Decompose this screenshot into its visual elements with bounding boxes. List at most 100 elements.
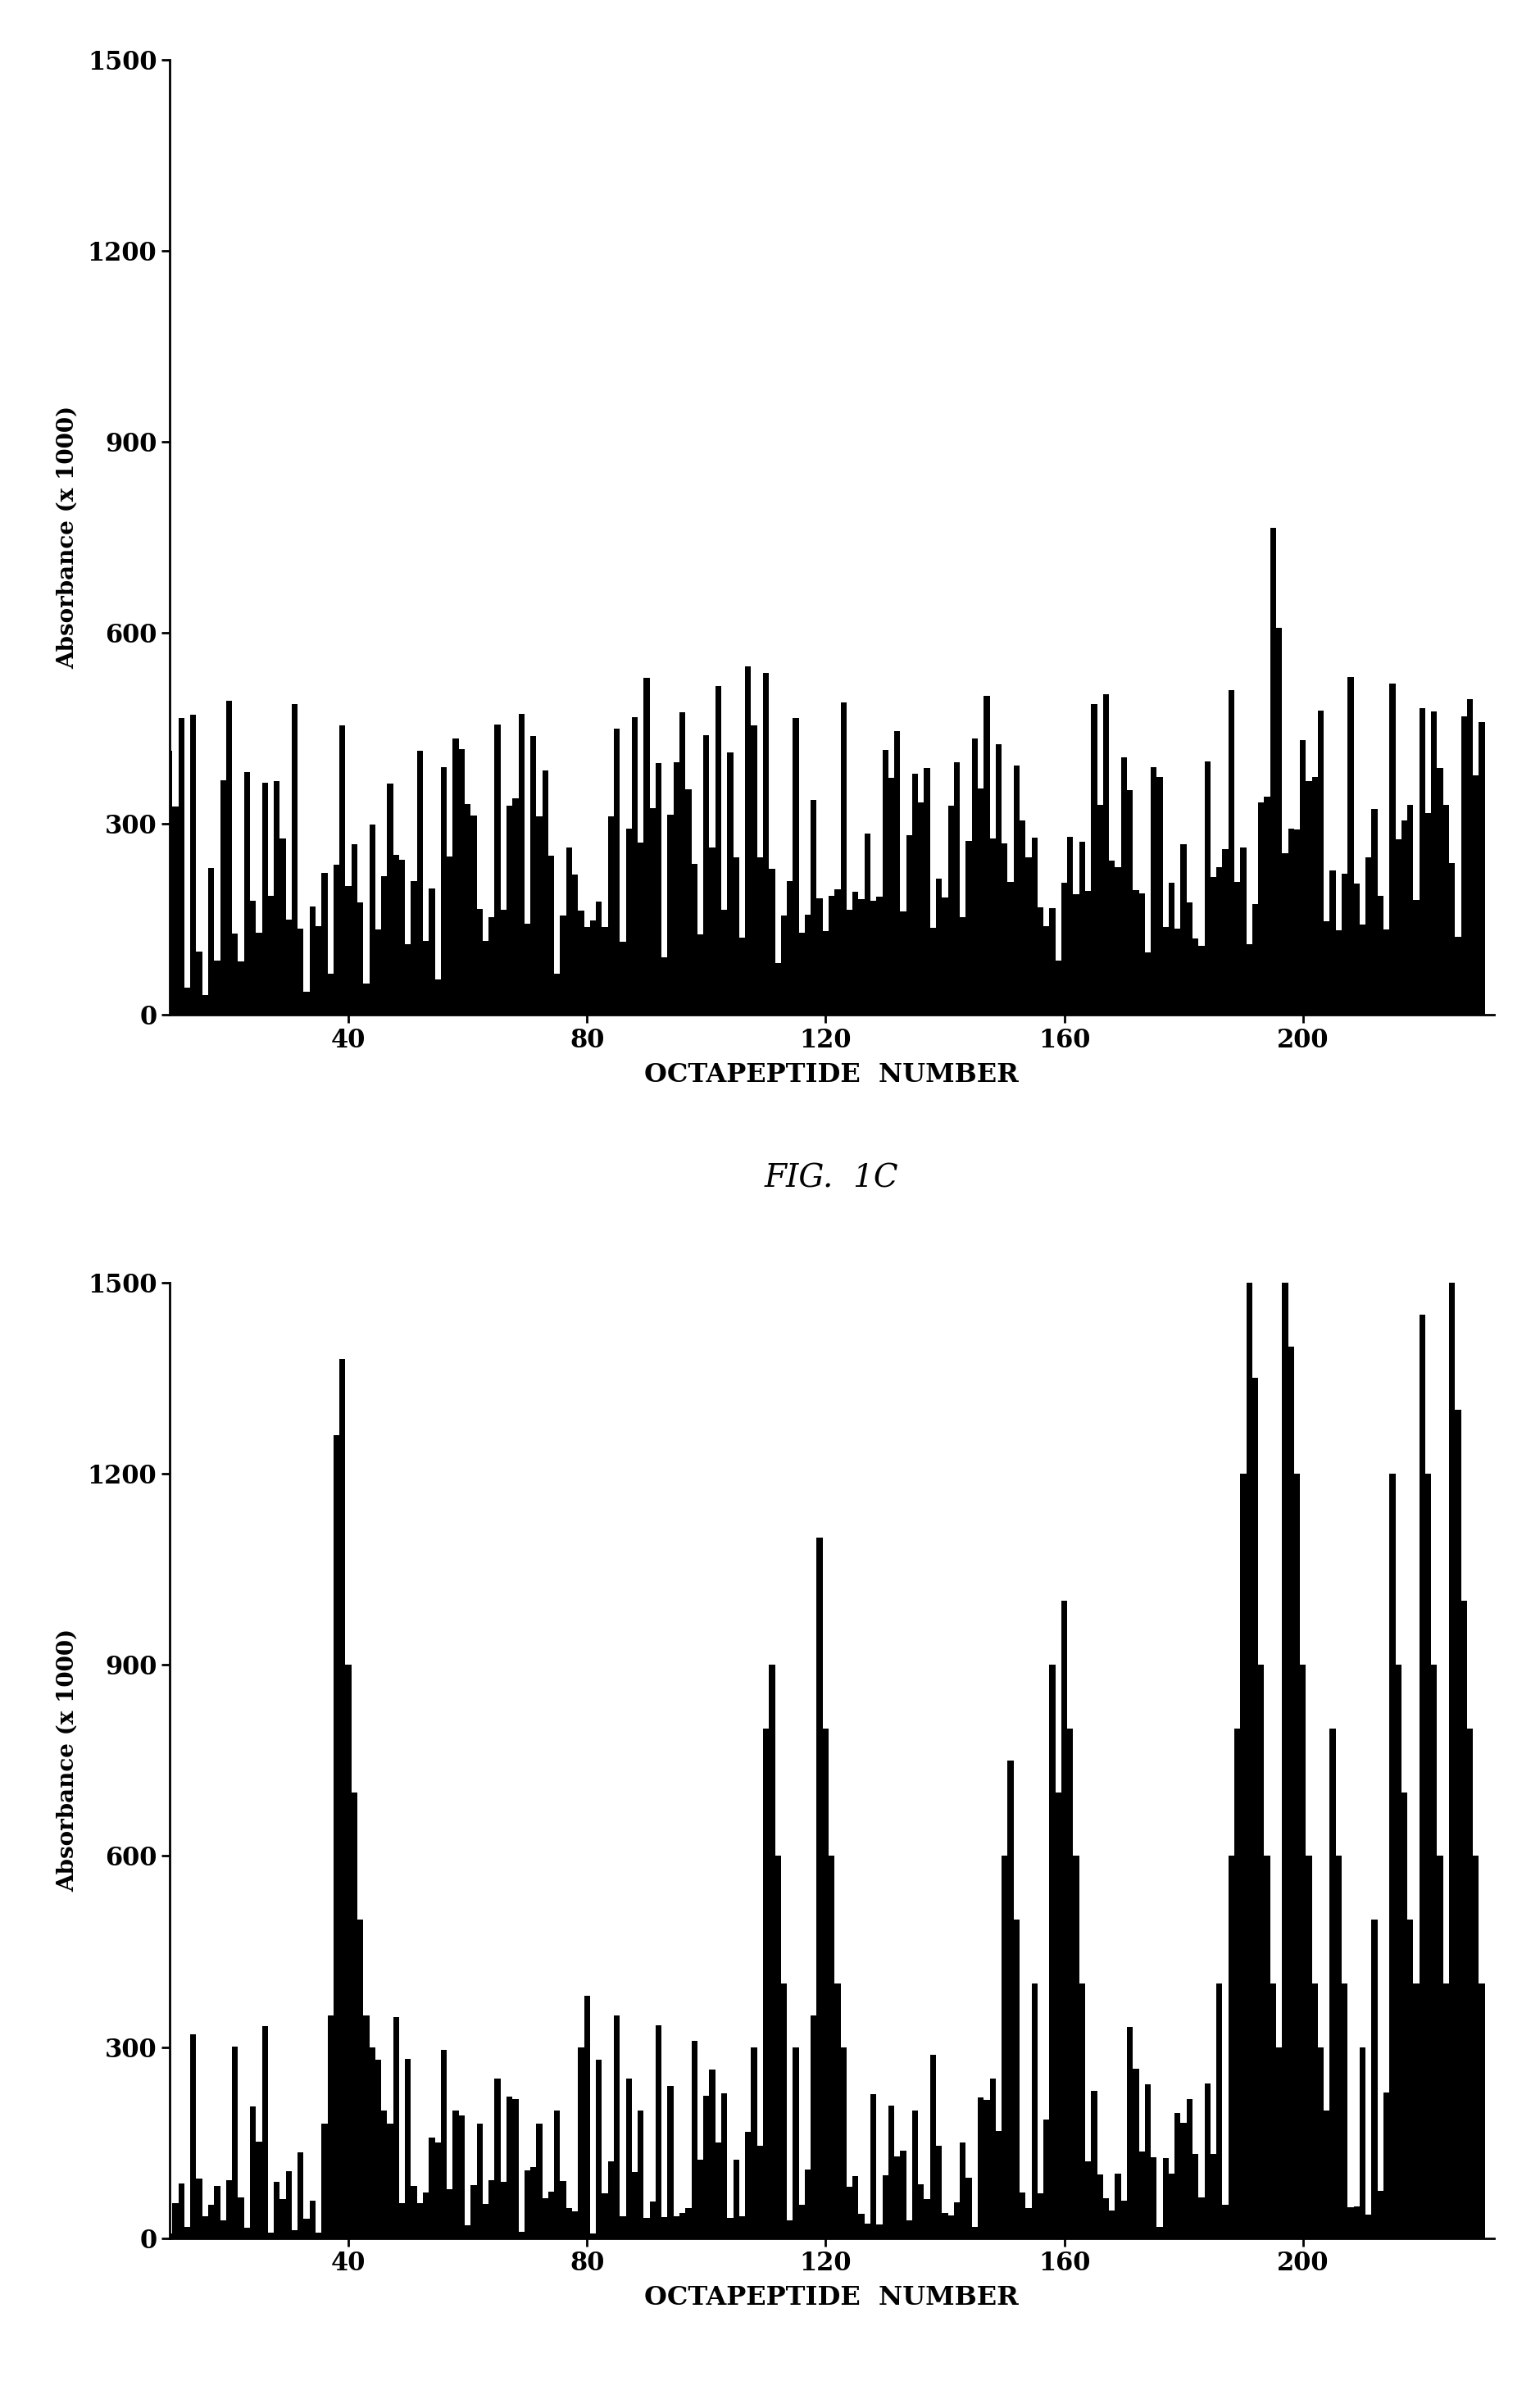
Bar (1420, 710, 1424, 1014)
Bar (1049, 1664, 1055, 2238)
Bar (179, 719, 185, 1014)
Bar (1449, 862, 1455, 1014)
Bar (274, 2181, 280, 2238)
Bar (1103, 2198, 1109, 2238)
Bar (286, 2171, 291, 2238)
Bar (363, 2014, 370, 2238)
Bar (901, 2150, 906, 2238)
Bar (1270, 1983, 1277, 2238)
Bar (1163, 926, 1169, 1014)
Bar (1324, 921, 1329, 1014)
Bar (930, 2055, 936, 2238)
Bar (524, 924, 530, 1014)
Bar (1246, 943, 1252, 1014)
Bar (619, 2217, 625, 2238)
Bar (166, 2233, 172, 2238)
Bar (1127, 2026, 1133, 2238)
Bar (685, 788, 691, 1014)
Bar (990, 838, 996, 1014)
Bar (434, 2143, 440, 2238)
Bar (548, 2191, 554, 2238)
Bar (1437, 769, 1443, 1014)
Bar (357, 1919, 363, 2238)
Bar (853, 2176, 858, 2238)
Bar (1277, 629, 1281, 1014)
Bar (243, 771, 249, 1014)
Bar (673, 2217, 679, 2238)
Bar (465, 805, 471, 1014)
Bar (191, 714, 196, 1014)
Bar (1204, 762, 1210, 1014)
Bar (196, 2179, 202, 2238)
Bar (1348, 2207, 1354, 2238)
Bar (387, 783, 393, 1014)
Bar (691, 2041, 698, 2238)
Bar (864, 2224, 870, 2238)
Bar (1086, 2162, 1092, 2238)
Bar (303, 990, 310, 1014)
Bar (477, 910, 482, 1014)
Bar (1300, 740, 1306, 1014)
Bar (949, 805, 953, 1014)
Bar (673, 762, 679, 1014)
Bar (334, 864, 339, 1014)
Bar (1192, 938, 1198, 1014)
Bar (644, 2217, 650, 2238)
Bar (112, 2041, 119, 2238)
Bar (752, 726, 758, 1014)
Bar (781, 1983, 787, 2238)
Bar (1144, 2086, 1150, 2238)
Bar (787, 2221, 793, 2238)
Bar (214, 2186, 220, 2238)
Bar (662, 2217, 667, 2238)
Bar (882, 750, 889, 1014)
Bar (953, 762, 959, 1014)
Bar (119, 895, 125, 1014)
Bar (912, 774, 918, 1014)
Bar (1026, 2207, 1032, 2238)
Bar (494, 2079, 500, 2238)
Bar (297, 929, 303, 1014)
Bar (1055, 962, 1061, 1014)
Bar (262, 2026, 268, 2238)
Bar (1455, 938, 1461, 1014)
Y-axis label: Absorbance (x 1000): Absorbance (x 1000) (57, 1629, 79, 1893)
Bar (393, 855, 399, 1014)
Bar (1049, 907, 1055, 1014)
Bar (303, 2219, 310, 2238)
Bar (363, 983, 370, 1014)
Bar (602, 2193, 608, 2238)
Bar (411, 2186, 417, 2238)
Bar (554, 2110, 561, 2238)
Bar (322, 2124, 328, 2238)
Bar (208, 2205, 214, 2238)
Bar (1443, 805, 1449, 1014)
Bar (805, 914, 810, 1014)
Bar (1007, 1760, 1013, 2238)
Bar (154, 2164, 160, 2238)
Bar (561, 917, 567, 1014)
Bar (679, 712, 685, 1014)
Bar (459, 2114, 465, 2238)
Bar (966, 2179, 972, 2238)
Bar (1383, 2093, 1389, 2238)
Bar (1186, 902, 1192, 1014)
Bar (829, 895, 835, 1014)
Bar (507, 2095, 513, 2238)
Bar (1121, 2200, 1127, 2238)
Bar (256, 933, 262, 1014)
Bar (310, 2200, 316, 2238)
Bar (434, 981, 440, 1014)
Bar (430, 888, 434, 1014)
Bar (1157, 2226, 1163, 2238)
Bar (1324, 2110, 1329, 2238)
Bar (519, 2231, 524, 2238)
Bar (1329, 1729, 1335, 2238)
Bar (590, 2233, 596, 2238)
Bar (625, 2079, 631, 2238)
Bar (507, 805, 513, 1014)
Bar (1080, 843, 1086, 1014)
Bar (656, 2026, 662, 2238)
Bar (996, 745, 1001, 1014)
Bar (966, 840, 972, 1014)
